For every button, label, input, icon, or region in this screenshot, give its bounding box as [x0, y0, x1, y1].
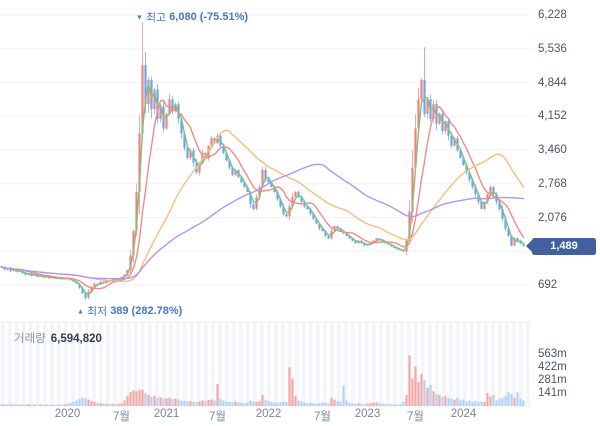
high-annotation: ▼ 최고 6,080 (-75.51%) — [136, 9, 248, 25]
low-annotation: ▲ 최저 389 (282.78%) — [77, 303, 182, 319]
x-axis-label: 2024 — [450, 408, 477, 420]
current-price-value: 1,489 — [550, 240, 578, 253]
volume-axis-label: 141m — [538, 387, 567, 399]
price-axis-label: 5,536 — [538, 42, 567, 55]
price-axis-label: 692 — [538, 279, 558, 291]
down-arrow-icon: ▼ — [136, 14, 143, 21]
current-price-badge: 1,489 — [526, 237, 596, 255]
high-change: (-75.51%) — [199, 11, 249, 23]
x-axis-label: 2021 — [153, 408, 180, 420]
price-axis-label: 4,844 — [538, 76, 567, 89]
high-label: 최고 — [145, 12, 167, 24]
price-axis-label: 6,228 — [538, 9, 567, 21]
candlestick-series — [0, 22, 525, 300]
price-axis-label: 3,460 — [538, 144, 567, 156]
volume-header: 거래량 6,594,820 — [14, 330, 102, 346]
volume-header-value: 6,594,820 — [50, 333, 102, 345]
price-axis-label: 4,152 — [538, 110, 567, 123]
ma-line-mid — [0, 99, 525, 290]
x-axis-label: 2020 — [54, 408, 81, 420]
volume-axis-label: 563m — [538, 348, 567, 361]
price-axis-label: 2,076 — [538, 211, 567, 224]
x-axis-label: 7월 — [314, 411, 331, 423]
badge-arrow-icon — [526, 240, 532, 253]
x-axis-label: 7월 — [209, 411, 226, 423]
volume-bars — [0, 355, 525, 406]
low-value: 389 — [110, 305, 129, 317]
high-value: 6,080 — [169, 11, 197, 23]
volume-header-label: 거래량 — [14, 333, 46, 345]
ma-line-short — [0, 82, 525, 295]
x-axis-label: 7월 — [113, 411, 130, 423]
price-axis-label: 2,768 — [538, 177, 567, 190]
ma-line-long — [0, 129, 525, 283]
x-axis-label: 2022 — [255, 408, 282, 420]
x-axis-label: 2023 — [354, 408, 381, 420]
x-axis-label: 7월 — [407, 411, 424, 423]
up-arrow-icon: ▲ — [77, 308, 84, 315]
volume-axis-label: 281m — [538, 374, 567, 387]
low-label: 최저 — [86, 306, 108, 318]
low-change: (282.78%) — [131, 305, 183, 317]
volume-axis-label: 422m — [538, 361, 567, 374]
ma-line-longest — [0, 163, 525, 280]
